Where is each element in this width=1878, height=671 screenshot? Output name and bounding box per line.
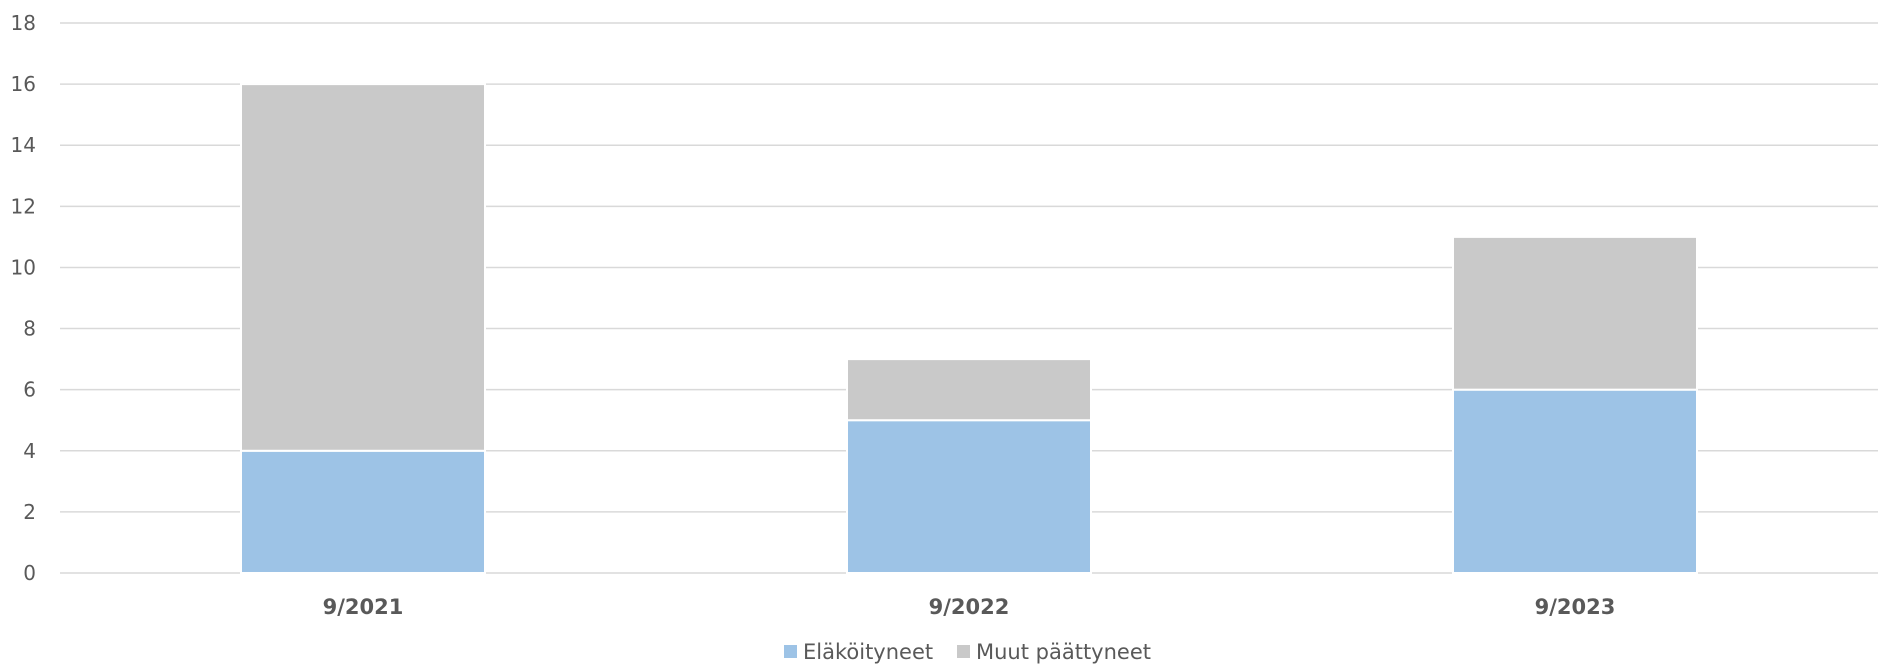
bar-segment [846, 358, 1092, 422]
y-tick-label: 8 [23, 317, 36, 341]
bar-segment [240, 449, 486, 574]
bars [240, 83, 1698, 574]
x-category-label: 9/2022 [929, 595, 1010, 619]
bar-segment [1452, 388, 1698, 574]
y-axis-ticks: 0 2 4 6 8 10 12 14 16 18 [11, 11, 36, 585]
bar-segment [846, 419, 1092, 574]
x-category-label: 9/2021 [323, 595, 404, 619]
bar-segment [1452, 235, 1698, 391]
legend-label: Muut päättyneet [976, 640, 1151, 664]
y-tick-label: 6 [23, 378, 36, 402]
y-tick-label: 0 [23, 561, 36, 585]
y-tick-label: 4 [23, 439, 36, 463]
legend: Eläköityneet Muut päättyneet [784, 640, 1151, 664]
y-tick-label: 2 [23, 500, 36, 524]
x-axis-categories: 9/2021 9/2022 9/2023 [323, 595, 1616, 619]
bar-segment [240, 83, 486, 452]
legend-swatch [784, 645, 797, 658]
legend-label: Eläköityneet [803, 640, 933, 664]
y-tick-label: 10 [11, 255, 36, 279]
y-tick-label: 12 [11, 194, 36, 218]
legend-swatch [957, 645, 970, 658]
y-tick-label: 16 [11, 72, 36, 96]
y-tick-label: 14 [11, 133, 36, 157]
x-category-label: 9/2023 [1535, 595, 1616, 619]
y-tick-label: 18 [11, 11, 36, 35]
